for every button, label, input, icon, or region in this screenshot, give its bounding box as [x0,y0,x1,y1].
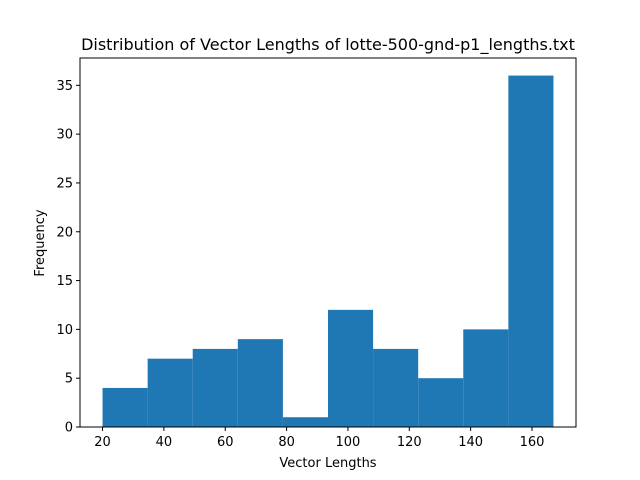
y-tick-label: 15 [56,274,73,289]
y-tick-label: 25 [56,176,73,191]
histogram-bar-9 [463,329,509,427]
histogram-bar-8 [418,378,464,427]
x-tick-label: 140 [458,435,483,450]
histogram-bar-4 [237,339,283,427]
y-tick-label: 10 [56,323,73,338]
histogram-bar-1 [102,387,148,427]
x-tick-label: 120 [397,435,422,450]
x-tick-label: 160 [520,435,545,450]
chart-title: Distribution of Vector Lengths of lotte-… [81,35,575,55]
y-tick-label: 5 [65,372,73,387]
histogram-bar-10 [508,75,554,428]
plot-frame [79,57,577,428]
y-tick-label: 35 [56,79,73,94]
x-tick-label: 100 [336,435,361,450]
y-tick-label: 30 [56,128,73,143]
x-tick-label: 80 [278,435,295,450]
bars-group [102,75,554,428]
y-tick-label: 0 [65,421,73,436]
x-axis-label: Vector Lengths [279,456,376,471]
y-tick-label: 20 [56,225,73,240]
histogram-bar-5 [282,417,328,427]
histogram-bar-3 [192,348,238,427]
histogram-bar-6 [328,309,374,427]
x-axis-ticks: 20 40 60 80 100 120 140 160 [94,427,544,450]
x-tick-label: 20 [94,435,111,450]
histogram-bar-2 [147,358,193,427]
histogram-bar-7 [373,348,419,427]
y-axis-label: Frequency [33,209,48,276]
x-tick-label: 60 [217,435,234,450]
x-tick-label: 40 [156,435,173,450]
y-axis-ticks: 0 5 10 15 20 25 30 35 [56,79,80,436]
